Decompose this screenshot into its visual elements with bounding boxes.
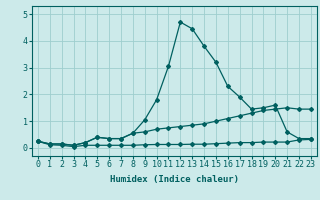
X-axis label: Humidex (Indice chaleur): Humidex (Indice chaleur) [110,175,239,184]
